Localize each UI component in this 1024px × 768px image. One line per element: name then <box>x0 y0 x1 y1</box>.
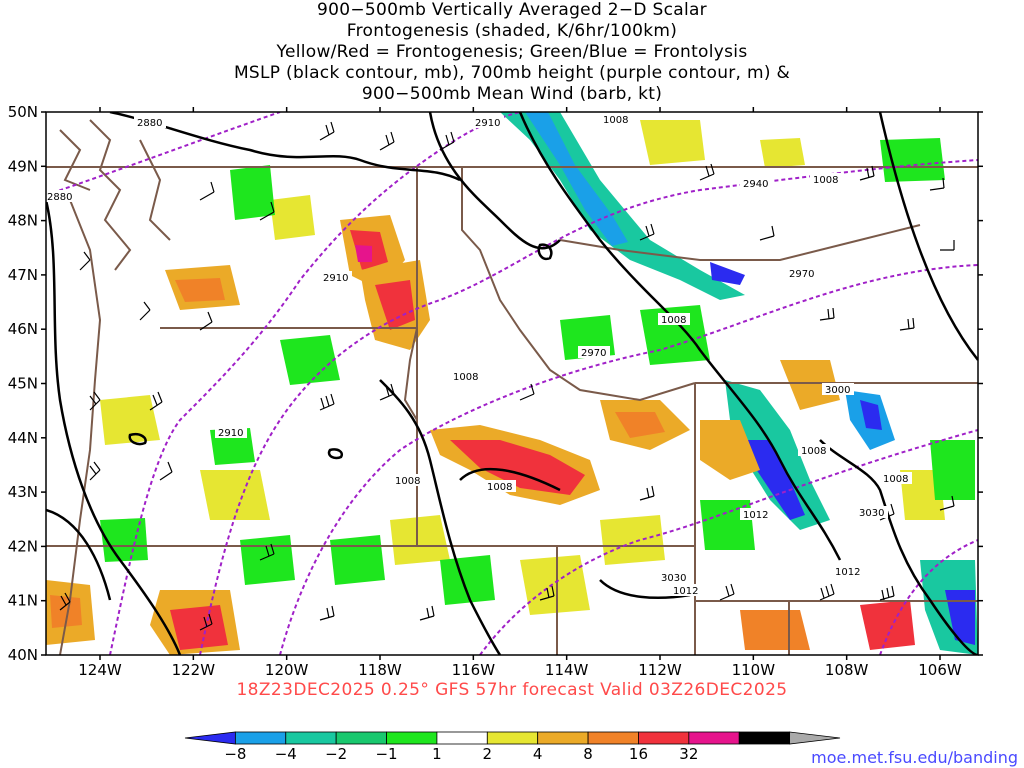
title-line-2: Frontogenesis (shaded, K/6hr/100km) <box>346 21 678 41</box>
colorbar-label: 4 <box>533 745 543 763</box>
figure-title: 900−500mb Vertically Averaged 2−D Scalar… <box>0 0 1024 105</box>
lat-tick-label: 49N <box>8 157 38 175</box>
colorbar-swatch <box>688 731 740 745</box>
lon-tick-label: 120W <box>265 661 309 679</box>
wind-barbs <box>59 121 955 631</box>
mslp-label-1: 1008 <box>603 115 628 126</box>
lat-tick-label: 45N <box>8 375 38 393</box>
lon-tick-label: 124W <box>78 661 122 679</box>
mslp-label-9: 1012 <box>743 510 768 521</box>
title-line-4: MSLP (black contour, mb), 700mb height (… <box>233 63 791 83</box>
colorbar-label: −8 <box>224 745 246 763</box>
height-label-5: 2910 <box>218 428 243 439</box>
lon-tick-label: 114W <box>545 661 589 679</box>
colorbar-label: 2 <box>483 745 493 763</box>
colorbar-label: 32 <box>679 745 698 763</box>
credit-url[interactable]: moe.met.fsu.edu/banding <box>811 748 1018 767</box>
lat-tick-label: 46N <box>8 320 38 338</box>
mslp-label-3: 1008 <box>661 315 686 326</box>
colorbar-swatch <box>436 731 488 745</box>
colorbar-swatch <box>285 731 337 745</box>
lon-tick-label: 110W <box>732 661 776 679</box>
height-label-8: 2970 <box>581 348 606 359</box>
latitude-axis: 50N 49N 48N 47N 46N 45N 44N 43N 42N 41N 40N <box>8 103 983 664</box>
lon-tick-label: 122W <box>172 661 216 679</box>
lon-tick-label: 112W <box>638 661 682 679</box>
colorbar-label: −1 <box>375 745 397 763</box>
colorbar-swatch <box>234 731 287 745</box>
lat-tick-label: 42N <box>8 537 38 555</box>
lat-tick-label: 41N <box>8 592 38 610</box>
lon-tick-label: 116W <box>452 661 496 679</box>
colorbar-swatch <box>486 731 539 745</box>
title-line-3: Yellow/Red = Frontogenesis; Green/Blue =… <box>276 42 748 62</box>
colorbar-label: 16 <box>629 745 648 763</box>
coastline <box>59 119 171 271</box>
height-label-10: 3030 <box>859 508 884 519</box>
mslp-label-8: 1008 <box>883 474 908 485</box>
height-label-9: 3000 <box>825 385 850 396</box>
longitude-axis: 124W 122W 120W 118W 116W 114W 112W 110W 108W 106W <box>78 107 962 679</box>
colorbar-swatch <box>738 731 791 745</box>
lon-tick-label: 106W <box>918 661 962 679</box>
forecast-valid-time: 18Z23DEC2025 0.25° GFS 57hr forecast Val… <box>236 680 788 700</box>
colorbar-label: 8 <box>583 745 593 763</box>
map-content: 1008 1008 1008 1008 1008 1008 1008 1008 … <box>46 112 978 655</box>
mslp-label-5: 1008 <box>395 476 420 487</box>
title-line-5: 900−500mb Mean Wind (barb, kt) <box>361 84 663 104</box>
mslp-label-11: 1012 <box>673 586 698 597</box>
height-label-7: 2970 <box>789 269 814 280</box>
mslp-label-10: 1012 <box>835 567 860 578</box>
lon-tick-label: 118W <box>358 661 402 679</box>
mslp-label: 1008 <box>600 113 632 126</box>
colorbar-swatch <box>335 731 387 745</box>
lat-tick-label: 50N <box>8 103 38 121</box>
title-line-1: 900−500mb Vertically Averaged 2−D Scalar <box>317 0 707 20</box>
lat-tick-label: 48N <box>8 212 38 230</box>
lat-tick-label: 44N <box>8 429 38 447</box>
colorbar: −8 −4 −2 −1 1 2 4 8 16 32 <box>184 731 841 763</box>
height-label-4: 2910 <box>323 273 348 284</box>
lon-tick-label: 108W <box>825 661 869 679</box>
height-label-1: 2880 <box>137 118 162 129</box>
contour-labels: 1008 1008 1008 1008 1008 1008 1008 1008 … <box>46 113 912 597</box>
height-label-6: 2940 <box>743 179 768 190</box>
height-label-11: 3030 <box>661 573 686 584</box>
mslp-contours <box>46 112 978 655</box>
mslp-label-4: 1008 <box>453 372 478 383</box>
colorbar-swatch <box>638 731 690 745</box>
colorbar-swatch <box>537 731 589 745</box>
colorbar-swatch <box>587 731 639 745</box>
lat-tick-label: 47N <box>8 266 38 284</box>
colorbar-label: −2 <box>325 745 347 763</box>
mslp-label-7: 1008 <box>801 446 826 457</box>
lat-tick-label: 43N <box>8 483 38 501</box>
colorbar-label: −4 <box>275 745 297 763</box>
lat-tick-label: 40N <box>8 646 38 664</box>
state-boundaries <box>46 166 978 655</box>
colorbar-swatch <box>789 731 841 745</box>
colorbar-label: 1 <box>432 745 442 763</box>
mslp-label-6: 1008 <box>487 482 512 493</box>
colorbar-swatch <box>386 731 438 745</box>
mslp-label-2: 1008 <box>813 175 838 186</box>
height-label-2: 2880 <box>47 192 72 203</box>
colorbar-swatch <box>184 731 236 745</box>
height-label-3: 2910 <box>475 118 500 129</box>
